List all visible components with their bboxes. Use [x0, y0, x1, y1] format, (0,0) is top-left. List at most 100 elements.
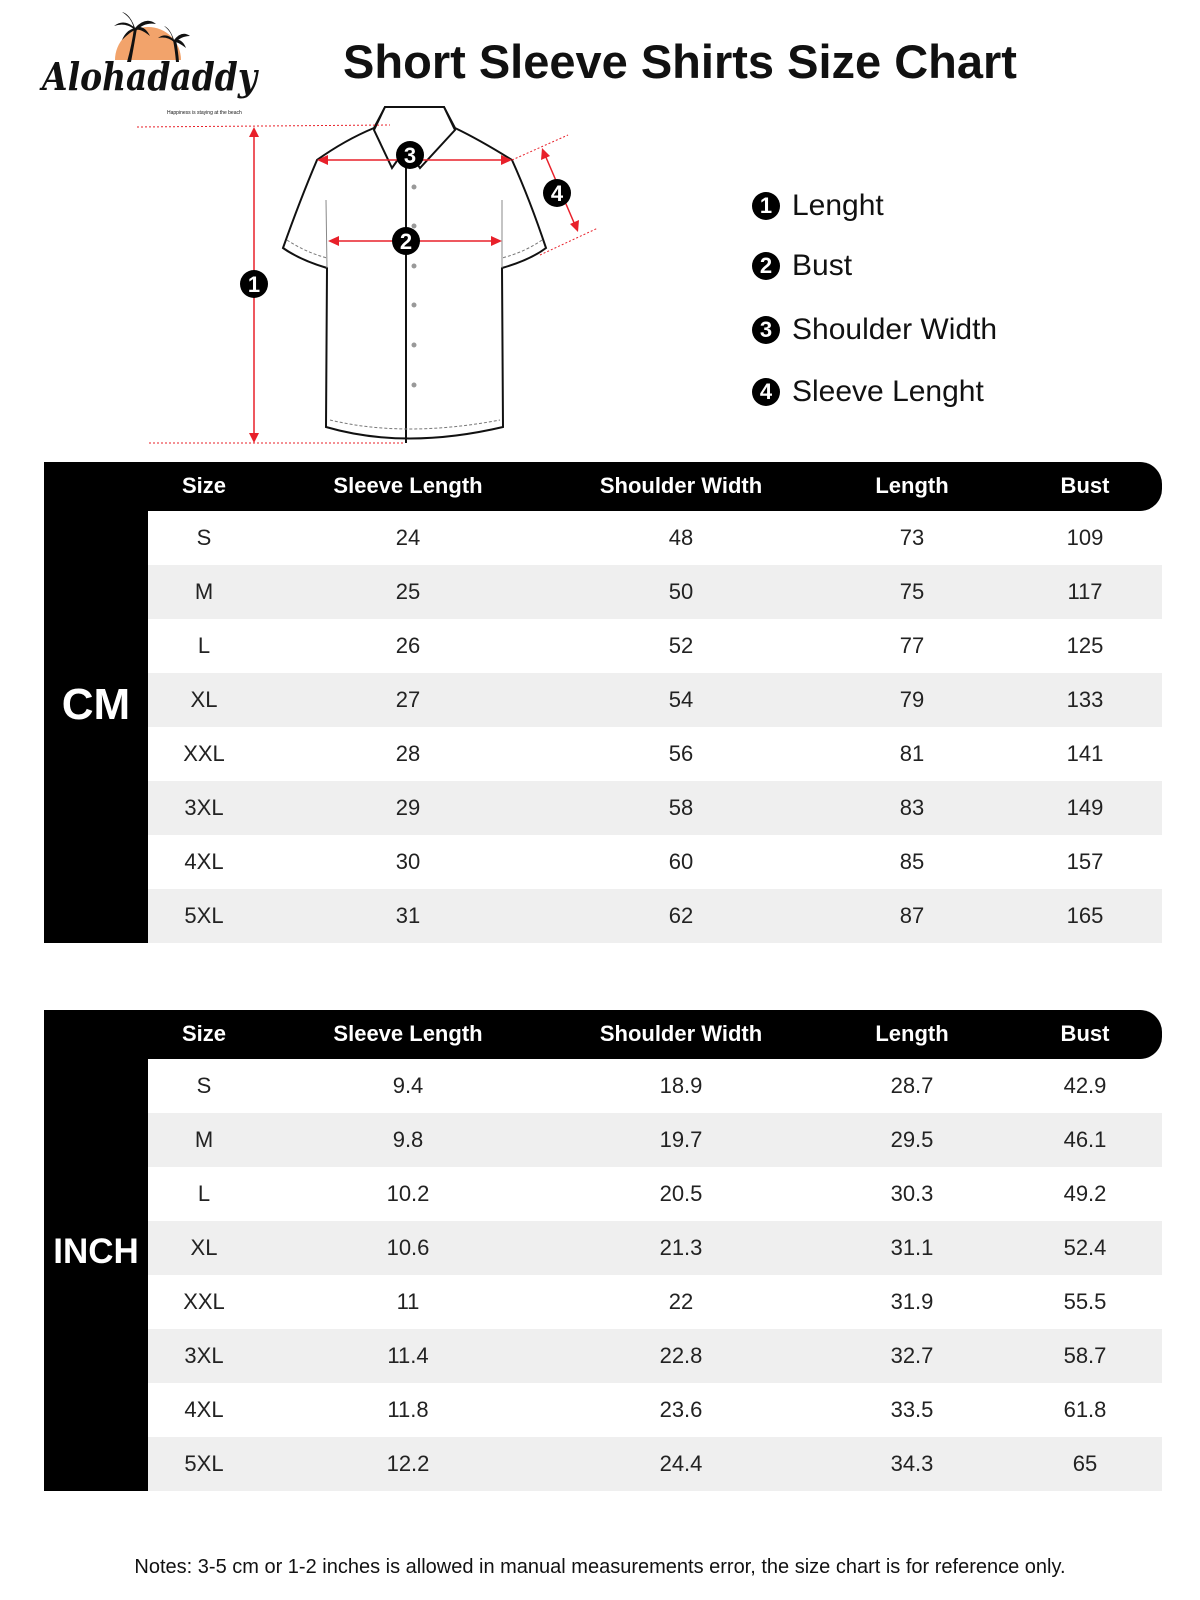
value-cell: 87: [899, 903, 925, 928]
value-cell: 26: [395, 633, 421, 658]
value-cell: 48: [668, 525, 694, 550]
value-cell: 27: [395, 687, 421, 712]
table-row: 3XL 29 58 83 149: [148, 781, 1162, 835]
table-row: S 9.4 18.9 28.7 42.9: [148, 1059, 1162, 1113]
table-row: 3XL 11.4 22.8 32.7 58.7: [148, 1329, 1162, 1383]
size-cell: M: [194, 1127, 214, 1152]
size-cell: 4XL: [184, 1397, 224, 1422]
legend-label: Shoulder Width: [792, 313, 998, 346]
size-cell: S: [196, 525, 212, 550]
value-cell: 34.3: [890, 1451, 934, 1476]
value-cell: 165: [1066, 903, 1104, 928]
table-header: Size Sleeve Length Shoulder Width Length Bus…: [44, 462, 1162, 511]
value-cell: 61.8: [1063, 1397, 1107, 1422]
value-cell: 11: [396, 1289, 420, 1314]
value-cell: 30.3: [890, 1181, 934, 1206]
unit-label: CM: [61, 680, 131, 729]
size-cell: 5XL: [184, 903, 224, 928]
value-cell: 83: [899, 795, 925, 820]
cm-size-table: Size Sleeve Length Shoulder Width Length Bus…: [44, 462, 1164, 943]
legend-item-bust: 2 Bust: [752, 249, 852, 283]
column-header: Length: [875, 1021, 949, 1046]
table-row: M 25 50 75 117: [148, 565, 1162, 619]
legend-label: Lenght: [792, 189, 884, 222]
page-title: Short Sleeve Shirts Size Chart: [343, 35, 1017, 88]
diagram-markers: 1 2 3 4: [240, 141, 571, 298]
table-row: S 24 48 73 109: [148, 511, 1162, 565]
value-cell: 31.1: [890, 1235, 934, 1260]
value-cell: 33.5: [890, 1397, 934, 1422]
marker-1: 1: [248, 272, 260, 297]
legend-label: Bust: [792, 249, 853, 282]
value-cell: 109: [1066, 525, 1104, 550]
value-cell: 73: [899, 525, 925, 550]
value-cell: 30: [395, 849, 421, 874]
value-cell: 9.4: [392, 1073, 424, 1098]
value-cell: 54: [668, 687, 694, 712]
value-cell: 10.2: [386, 1181, 430, 1206]
table-row: 4XL 30 60 85 157: [148, 835, 1162, 889]
column-header: Shoulder Width: [599, 473, 763, 498]
value-cell: 60: [668, 849, 694, 874]
alohadaddy-logo: Alohadaddy Happiness is staying at the b…: [39, 12, 260, 116]
table-row: M 9.8 19.7 29.5 46.1: [148, 1113, 1162, 1167]
size-cell: 4XL: [184, 849, 224, 874]
value-cell: 79: [899, 687, 925, 712]
value-cell: 28: [395, 741, 421, 766]
size-cell: M: [194, 579, 214, 604]
value-cell: 62: [668, 903, 694, 928]
value-cell: 141: [1066, 741, 1104, 766]
value-cell: 52.4: [1063, 1235, 1107, 1260]
size-cell: S: [196, 1073, 212, 1098]
value-cell: 12.2: [386, 1451, 430, 1476]
value-cell: 9.8: [392, 1127, 424, 1152]
column-header: Sleeve Length: [333, 473, 483, 498]
value-cell: 10.6: [386, 1235, 430, 1260]
value-cell: 55.5: [1063, 1289, 1107, 1314]
value-cell: 25: [395, 579, 421, 604]
value-cell: 85: [899, 849, 925, 874]
value-cell: 117: [1067, 579, 1103, 604]
value-cell: 65: [1072, 1451, 1098, 1476]
number-3-icon: 3: [752, 316, 780, 344]
size-cell: XXL: [183, 1289, 225, 1314]
value-cell: 31.9: [890, 1289, 934, 1314]
value-cell: 32.7: [890, 1343, 934, 1368]
legend-item-length: 1 Lenght: [752, 189, 884, 223]
value-cell: 125: [1066, 633, 1104, 658]
value-cell: 28.7: [890, 1073, 934, 1098]
table-row: 4XL 11.8 23.6 33.5 61.8: [148, 1383, 1162, 1437]
column-header: Size: [181, 473, 227, 498]
legend-item-sleeve-length: 4 Sleeve Lenght: [752, 375, 984, 409]
marker-4: 4: [551, 181, 564, 206]
marker-3: 3: [404, 143, 416, 168]
palm-tree-icon: [114, 12, 190, 62]
value-cell: 81: [899, 741, 925, 766]
value-cell: 20.5: [659, 1181, 703, 1206]
table-row: 5XL 12.2 24.4 34.3 65: [148, 1437, 1162, 1491]
value-cell: 19.7: [659, 1127, 703, 1152]
table-row: XL 27 54 79 133: [148, 673, 1162, 727]
value-cell: 133: [1066, 687, 1104, 712]
value-cell: 52: [668, 633, 694, 658]
value-cell: 31: [395, 903, 421, 928]
table-row: 5XL 31 62 87 165: [148, 889, 1162, 943]
value-cell: 50: [668, 579, 694, 604]
value-cell: 157: [1066, 849, 1104, 874]
column-header: Sleeve Length: [333, 1021, 483, 1046]
size-cell: L: [197, 633, 211, 658]
value-cell: 29: [395, 795, 421, 820]
value-cell: 77: [899, 633, 925, 658]
value-cell: 11.8: [387, 1397, 429, 1422]
value-cell: 56: [668, 741, 694, 766]
value-cell: 58.7: [1063, 1343, 1107, 1368]
logo-tagline: Happiness is staying at the beach: [167, 110, 242, 116]
value-cell: 75: [899, 579, 925, 604]
unit-label: INCH: [53, 1232, 139, 1271]
value-cell: 11.4: [387, 1343, 429, 1368]
value-cell: 21.3: [659, 1235, 703, 1260]
size-cell: 5XL: [184, 1451, 224, 1476]
value-cell: 49.2: [1063, 1181, 1107, 1206]
column-header: Bust: [1060, 473, 1110, 498]
column-header: Bust: [1060, 1021, 1110, 1046]
